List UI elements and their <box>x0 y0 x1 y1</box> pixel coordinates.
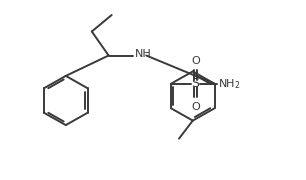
Text: NH: NH <box>135 49 151 59</box>
Text: O: O <box>191 102 200 112</box>
Text: O: O <box>191 56 200 66</box>
Text: S: S <box>192 77 200 90</box>
Text: NH$_2$: NH$_2$ <box>218 77 241 91</box>
